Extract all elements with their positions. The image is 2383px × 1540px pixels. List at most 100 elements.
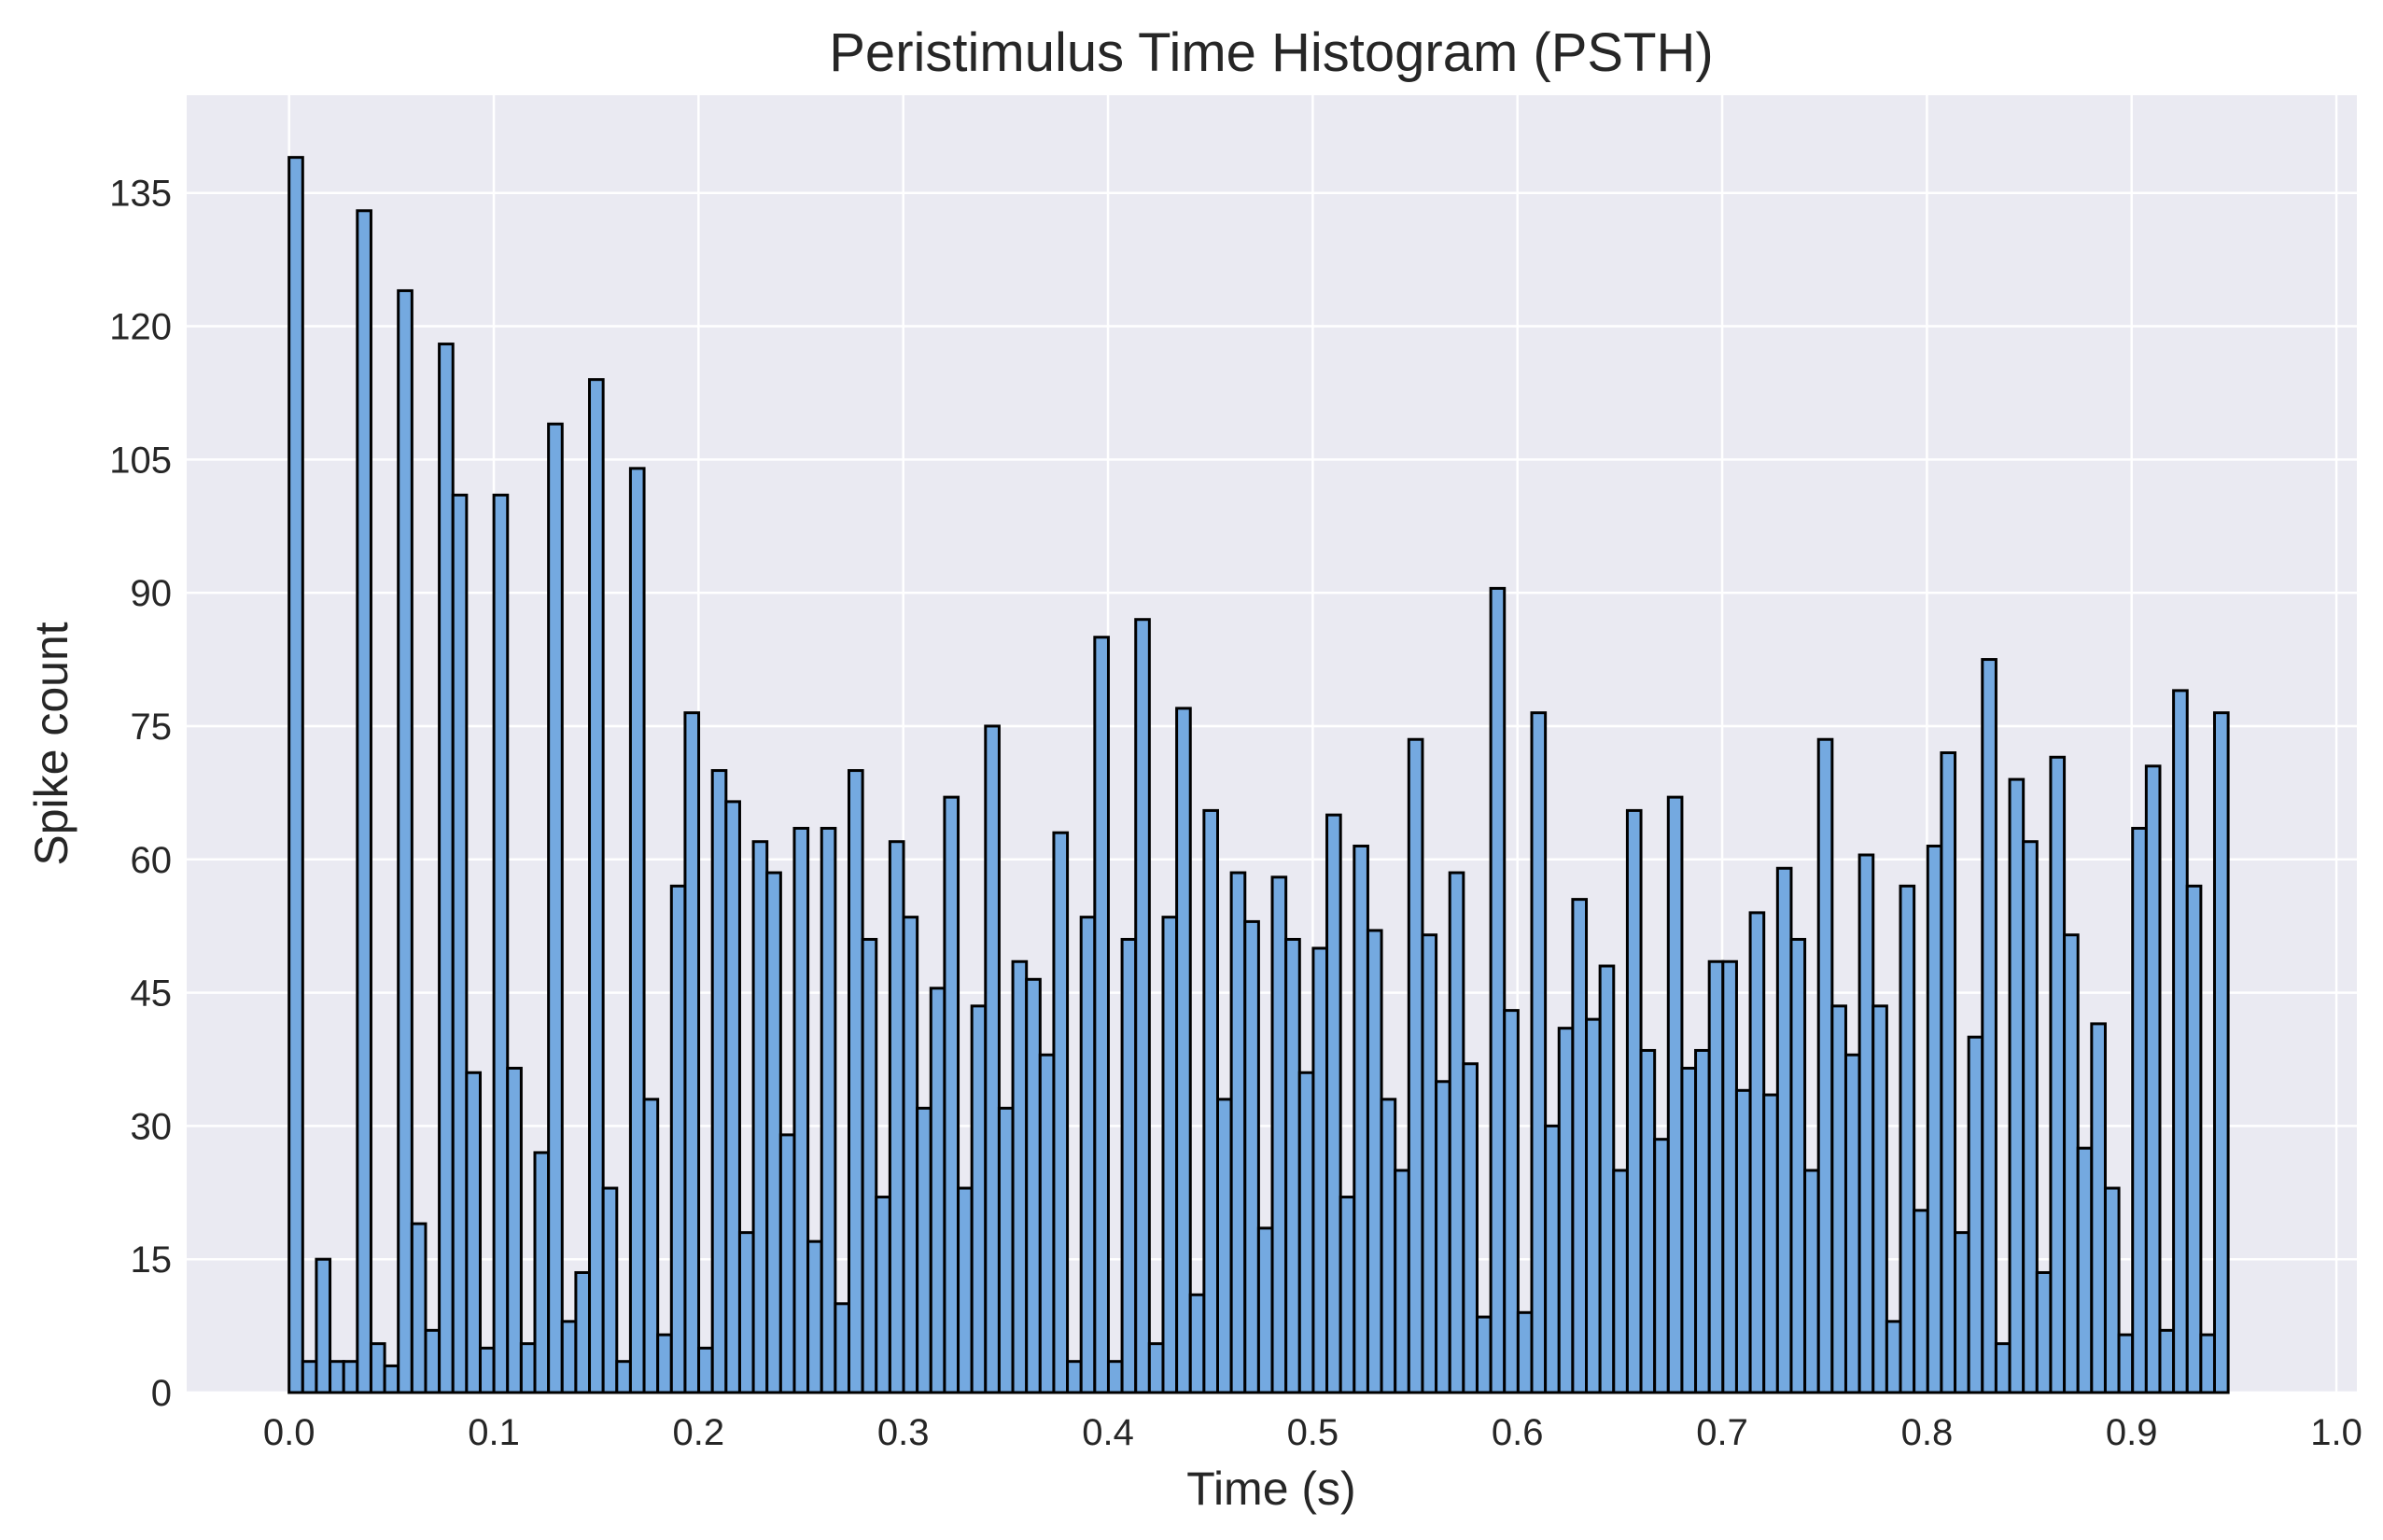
histogram-bar <box>1120 937 1138 1394</box>
histogram-bar <box>438 343 455 1394</box>
histogram-bar <box>642 1098 660 1394</box>
histogram-bar <box>1734 1088 1752 1394</box>
histogram-bar <box>1407 737 1424 1394</box>
histogram-bar <box>301 1360 318 1394</box>
histogram-bar <box>1229 871 1247 1394</box>
histogram-bar <box>1325 813 1342 1394</box>
histogram-bar <box>751 840 769 1394</box>
histogram-bar <box>1489 586 1507 1394</box>
histogram-bar <box>1803 1169 1820 1394</box>
histogram-bar <box>1967 1035 1984 1394</box>
histogram-bar <box>888 840 905 1394</box>
histogram-bar <box>710 769 728 1394</box>
histogram-bar <box>1503 1009 1520 1394</box>
histogram-bar <box>1612 1169 1629 1394</box>
histogram-bar <box>943 795 960 1394</box>
histogram-bar <box>875 1196 891 1394</box>
histogram-bar <box>1284 937 1301 1394</box>
histogram-bar <box>1256 1226 1274 1394</box>
histogram-bar <box>1721 959 1738 1394</box>
x-tick-label: 0.2 <box>673 1412 725 1453</box>
histogram-bar <box>2090 1022 2107 1394</box>
histogram-bar <box>2035 1270 2053 1394</box>
x-tick-label: 0.3 <box>877 1412 930 1453</box>
histogram-bar <box>1297 1071 1315 1394</box>
histogram-bar <box>1885 1320 1902 1394</box>
histogram-bar <box>683 711 701 1394</box>
y-tick-labels: 0 15 30 45 60 75 90 105 120 135 <box>109 174 172 1414</box>
histogram-bar <box>1462 1062 1479 1394</box>
chart-title: Peristimulus Time Histogram (PSTH) <box>829 22 1713 83</box>
histogram-bar <box>1106 1360 1124 1394</box>
histogram-bar <box>1625 808 1643 1394</box>
histogram-bar <box>861 937 878 1394</box>
y-tick-label: 90 <box>131 573 173 614</box>
histogram-bar <box>2144 764 2162 1394</box>
histogram-bar <box>1188 1293 1206 1394</box>
histogram-bar <box>369 1342 386 1394</box>
histogram-bar <box>929 987 946 1394</box>
histogram-bar <box>778 1133 796 1394</box>
histogram-bar <box>2158 1328 2176 1394</box>
histogram-bar <box>792 826 810 1394</box>
x-tick-label: 0.9 <box>2106 1412 2158 1453</box>
y-tick-label: 30 <box>131 1106 173 1147</box>
histogram-bar <box>342 1360 359 1394</box>
histogram-bar <box>1653 1138 1670 1394</box>
histogram-bar <box>2076 1146 2094 1394</box>
histogram-bar <box>465 1071 482 1394</box>
histogram-bar <box>2212 711 2230 1394</box>
histogram-bar <box>1243 919 1260 1394</box>
x-tick-label: 0.0 <box>263 1412 315 1453</box>
histogram-bar <box>1270 875 1288 1394</box>
histogram-bar <box>2131 826 2148 1394</box>
histogram-bar <box>1557 1027 1575 1394</box>
histogram-bar <box>1694 1048 1711 1394</box>
histogram-bar <box>902 916 919 1394</box>
x-tick-label: 0.7 <box>1696 1412 1748 1453</box>
histogram-bar <box>1516 1310 1534 1394</box>
histogram-bar <box>601 1186 619 1394</box>
histogram-bar <box>1339 1196 1356 1394</box>
histogram-bar <box>397 288 414 1394</box>
histogram-bar <box>1052 831 1070 1394</box>
histogram-bar <box>1871 1004 1888 1394</box>
histogram-bar <box>970 1004 988 1394</box>
histogram-bar <box>1666 795 1684 1394</box>
histogram-bar <box>1954 1231 1970 1394</box>
histogram-bar <box>2103 1186 2121 1394</box>
histogram-bar <box>1585 1017 1602 1394</box>
histogram-bar <box>1311 946 1329 1394</box>
x-tick-label: 0.8 <box>1901 1412 1954 1453</box>
x-axis-label: Time (s) <box>1186 1463 1355 1515</box>
histogram-bar <box>2199 1333 2216 1394</box>
histogram-bar <box>1816 737 1834 1394</box>
histogram-bar <box>574 1270 592 1394</box>
x-tick-labels: 0.0 0.1 0.2 0.3 0.4 0.5 0.6 0.7 0.8 0.9 1.0 <box>263 1412 2362 1453</box>
histogram-bar <box>847 769 864 1394</box>
histogram-bar <box>329 1360 345 1394</box>
histogram-bar <box>765 871 782 1394</box>
histogram-bar <box>737 1231 755 1394</box>
histogram-bar <box>410 1222 428 1394</box>
histogram-bar <box>1857 853 1875 1394</box>
histogram-bar <box>1079 916 1097 1394</box>
histogram-bar <box>1394 1169 1410 1394</box>
histogram-bar <box>1216 1098 1233 1394</box>
histogram-bar <box>1843 1053 1861 1394</box>
histogram-bar <box>451 493 469 1394</box>
y-tick-label: 15 <box>131 1239 173 1281</box>
histogram-bar <box>2185 884 2203 1394</box>
histogram-bar <box>1175 707 1192 1394</box>
histogram-bar <box>1830 1004 1847 1394</box>
y-tick-label: 0 <box>151 1373 172 1414</box>
x-tick-label: 0.6 <box>1492 1412 1544 1453</box>
histogram-bar <box>1038 1053 1056 1394</box>
histogram-bar <box>1475 1315 1493 1394</box>
histogram-bar <box>478 1346 496 1394</box>
histogram-bar <box>506 1067 523 1394</box>
histogram-bar <box>588 378 605 1394</box>
histogram-bar <box>669 884 687 1394</box>
histogram-bar <box>1940 751 1957 1394</box>
